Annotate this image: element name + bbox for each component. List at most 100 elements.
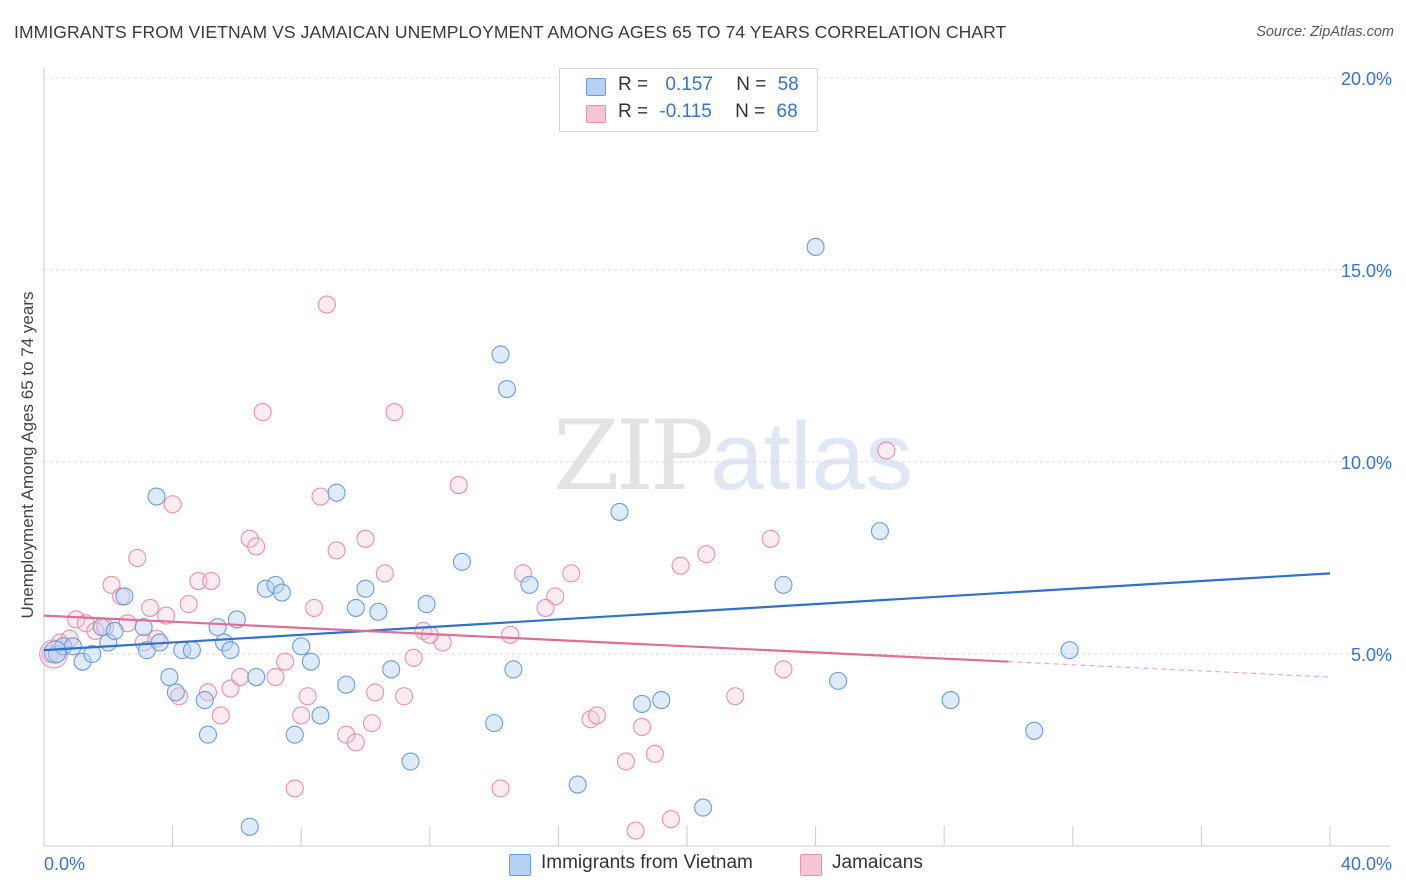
data-point-vietnam [73,652,92,671]
data-point-vietnam [147,487,166,506]
data-point-vietnam [520,575,539,594]
data-point-jamaicans [247,537,266,556]
data-point-jamaicans [317,295,336,314]
y-tick-label: 10.0% [1341,453,1392,473]
data-point-jamaicans [311,487,330,506]
data-point-jamaicans [761,529,780,548]
data-point-vietnam [485,714,504,733]
data-point-vietnam [806,237,825,257]
y-tick-label: 15.0% [1341,261,1392,281]
data-point-vietnam [266,575,285,594]
legend-swatch-blue [586,78,606,96]
data-point-jamaicans [221,679,240,698]
data-point-jamaicans [292,706,311,725]
trend-line-jamaicans [43,614,1009,663]
data-point-vietnam [774,575,793,594]
data-point-vietnam [247,667,266,687]
series-jamaicans [39,295,896,840]
data-point-vietnam [491,345,510,364]
data-point-jamaicans [671,556,690,575]
data-point-vietnam [272,583,291,602]
chart-source: Source: ZipAtlas.com [1256,24,1394,40]
data-point-jamaicans [231,667,250,687]
data-point-vietnam [337,675,356,694]
data-point-vietnam [115,587,134,606]
data-point-jamaicans [202,571,221,591]
legend-swatch-pink [800,854,822,876]
data-point-jamaicans [266,667,285,687]
data-point-vietnam [327,483,346,502]
data-point-jamaicans [645,744,664,763]
tick-labels: 5.0% 10.0% 15.0% 20.0% 0.0% 40.0% [44,69,1392,874]
data-point-jamaicans [375,564,394,583]
axes [43,68,1390,847]
data-point-vietnam [369,602,388,621]
data-point-vietnam [166,683,185,702]
data-point-jamaicans [362,714,381,733]
data-point-jamaicans [774,660,793,679]
data-point-vietnam [134,618,153,637]
x-tick-label: 40.0% [1341,854,1392,874]
data-point-jamaicans [305,598,324,617]
data-point-jamaicans [501,625,520,644]
data-point-jamaicans [141,598,160,617]
data-point-jamaicans [253,403,272,422]
data-point-vietnam [401,752,420,771]
trend-line-jamaicans-extension [1008,661,1331,678]
x-tick-label: 0.0% [44,854,85,874]
data-point-jamaicans [189,571,208,591]
data-point-vietnam [195,691,214,710]
r-label: R = [618,74,649,95]
legend-swatch-blue [509,854,531,876]
data-point-jamaicans [491,779,510,798]
data-point-vietnam [941,691,960,710]
data-point-vietnam [346,598,365,617]
data-point-vietnam [43,640,67,664]
data-point-vietnam [240,817,259,836]
data-point-vietnam [610,502,629,521]
y-tick-label: 20.0% [1341,69,1392,89]
data-point-jamaicans [395,687,414,706]
data-point-vietnam [504,660,523,679]
r-value: -0.115 [659,101,712,122]
data-point-vietnam [497,379,517,399]
data-point-jamaicans [240,529,259,548]
data-point-vietnam [1060,641,1079,660]
data-point-vietnam [632,694,652,713]
y-axis-label: Unemployment Among Ages 65 to 74 years [18,291,37,619]
data-point-vietnam [83,644,102,664]
data-point-jamaicans [546,587,565,606]
data-point-jamaicans [513,564,533,583]
series-vietnam [43,237,1079,836]
trend-line-vietnam [43,572,1331,652]
data-point-vietnam [160,667,179,687]
data-point-jamaicans [626,821,645,840]
data-point-jamaicans [346,733,365,752]
data-point-jamaicans [67,610,86,629]
data-point-vietnam [694,798,713,817]
stats-legend: R = 0.157 N = 58 R = -0.115 N = 68 [559,68,818,132]
data-point-vietnam [182,641,201,660]
data-point-jamaicans [128,548,147,568]
data-point-vietnam [221,641,240,660]
data-point-jamaicans [327,541,346,560]
n-label: N = [735,101,766,122]
data-point-vietnam [311,706,330,725]
legend-label: Jamaicans [832,852,923,873]
data-point-jamaicans [449,475,468,495]
legend-label: Immigrants from Vietnam [541,852,753,873]
data-point-jamaicans [385,403,404,422]
data-point-jamaicans [298,687,317,706]
data-point-jamaicans [877,441,896,460]
data-point-vietnam [452,552,472,571]
data-point-jamaicans [562,564,581,583]
data-point-jamaicans [179,595,198,614]
data-point-jamaicans [587,706,607,725]
data-point-jamaicans [661,810,680,829]
data-point-jamaicans [337,725,356,744]
n-value: 68 [776,101,798,122]
data-point-jamaicans [616,752,635,771]
data-point-jamaicans [366,683,385,702]
data-point-vietnam [1025,721,1044,740]
data-point-vietnam [356,579,375,598]
